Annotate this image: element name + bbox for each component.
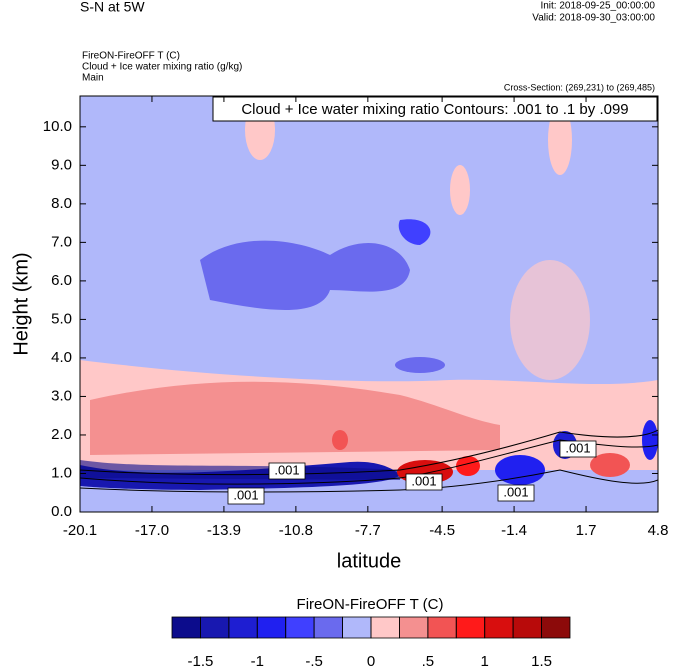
x-tick-label: -10.8 <box>279 522 313 539</box>
colorbar-tick-label: .5 <box>422 653 435 668</box>
colorbar-box <box>342 616 372 639</box>
contour-label-box <box>227 487 265 505</box>
field-patch <box>548 105 572 175</box>
contour-line <box>80 429 658 476</box>
y-tick-label: 10.0 <box>43 118 72 135</box>
cross-section: Cross-Section: (269,231) to (269,485) <box>504 82 655 92</box>
colorbar-box <box>285 616 315 639</box>
y-tick-label: 7.0 <box>51 233 72 250</box>
colorbar-box <box>399 616 429 639</box>
y-tick-label: 5.0 <box>51 310 72 327</box>
field-patch <box>450 165 470 215</box>
colorbar-box <box>228 616 258 639</box>
chart-title: S-N at 5W <box>80 0 145 15</box>
valid-time: Valid: 2018-09-30_03:00:00 <box>532 13 655 24</box>
contour-line <box>80 439 658 485</box>
section-name: Main <box>82 73 104 84</box>
x-tick-label: -20.1 <box>63 522 97 539</box>
colorbar-title: FireON-FireOFF T (C) <box>297 596 444 613</box>
y-tick-label: 1.0 <box>51 464 72 481</box>
y-tick-label: 9.0 <box>51 156 72 173</box>
x-tick-label: -1.4 <box>501 522 527 539</box>
colorbar-box <box>256 616 287 639</box>
y-tick-label: 6.0 <box>51 272 72 289</box>
colorbar-tick-label: 1.5 <box>531 653 552 668</box>
field-patch <box>398 219 431 245</box>
contour-field-title: Cloud + Ice water mixing ratio (g/kg) <box>82 62 242 73</box>
y-tick-label: 0.0 <box>51 503 72 520</box>
y-tick-label: 8.0 <box>51 195 72 212</box>
plot-frame <box>79 95 659 513</box>
contour-label: .001 <box>503 484 528 499</box>
x-tick-label: -13.9 <box>207 522 241 539</box>
x-tick-label: 4.8 <box>648 522 669 539</box>
field-patch <box>200 240 410 310</box>
contour-label: .001 <box>565 440 590 455</box>
field-patch <box>495 455 545 485</box>
colorbar-box <box>541 616 571 639</box>
contour-info: Cloud + Ice water mixing ratio Contours:… <box>241 101 628 118</box>
colorbar-box <box>200 616 230 639</box>
field-patch <box>332 430 348 450</box>
colorbar-tick-label: 0 <box>367 653 375 668</box>
y-tick-label: 2.0 <box>51 426 72 443</box>
field-patch <box>642 420 658 460</box>
field-patch <box>80 460 400 480</box>
y-tick-label: 3.0 <box>51 387 72 404</box>
colorbar-box <box>427 616 457 639</box>
contour-info-box <box>212 96 658 122</box>
x-axis-label: latitude <box>337 550 402 572</box>
contour-label-box <box>405 473 443 491</box>
x-tick-label: -4.5 <box>429 522 455 539</box>
field-patch <box>90 381 500 455</box>
field-patch <box>456 456 480 476</box>
contour-label: .001 <box>274 462 299 477</box>
init-time: Init: 2018-09-25_00:00:00 <box>540 1 655 12</box>
colorbar-tick-label: 1 <box>481 653 489 668</box>
colorbar-box <box>512 616 542 639</box>
x-tick-label: 1.7 <box>576 522 597 539</box>
field-patch <box>510 260 590 380</box>
colorbar-box <box>484 616 514 639</box>
contour-label: .001 <box>411 473 436 488</box>
x-tick-label: -7.7 <box>355 522 381 539</box>
colorbar-box <box>370 616 400 639</box>
field-patch <box>395 357 445 373</box>
x-tick-label: -17.0 <box>135 522 169 539</box>
contour-label-box <box>559 440 597 458</box>
field-title: FireON-FireOFF T (C) <box>82 51 180 62</box>
colorbar-tick-label: -.5 <box>305 653 323 668</box>
colorbar-box <box>313 616 343 639</box>
field-patch <box>590 453 630 477</box>
contour-label-box <box>497 484 535 502</box>
y-axis-label: Height (km) <box>10 252 32 355</box>
contour-label: .001 <box>233 487 258 502</box>
colorbar-box <box>455 616 486 639</box>
colorbar-tick-label: -1 <box>251 653 264 668</box>
y-tick-label: 4.0 <box>51 349 72 366</box>
contour-label-box <box>268 462 306 480</box>
colorbar-tick-label: -1.5 <box>187 653 213 668</box>
colorbar-box <box>171 616 201 639</box>
